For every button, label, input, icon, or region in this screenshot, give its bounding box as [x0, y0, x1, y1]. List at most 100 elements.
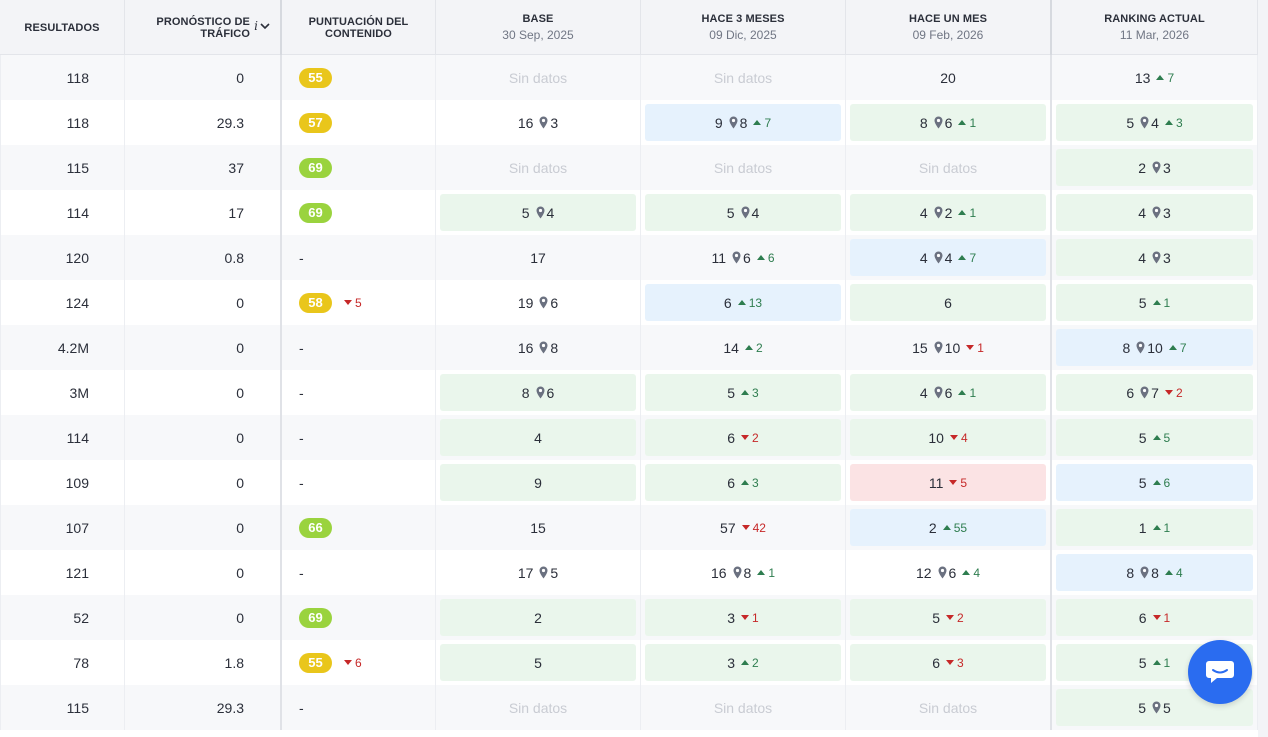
rank-cell-m3[interactable]: Sin datos [641, 685, 846, 730]
traffic-cell: 29.3 [125, 685, 282, 730]
rank-cell-m3[interactable]: 14 2 [641, 325, 846, 370]
table-row[interactable]: 124 0 58 5 19 6 6 13 6 5 1 [0, 280, 1258, 325]
rank-cell-m3[interactable]: 16 8 1 [641, 550, 846, 595]
table-row[interactable]: 115 37 69 Sin datos Sin datos Sin datos 2 3 [0, 145, 1258, 190]
rank-cell-m1[interactable]: 15 10 1 [846, 325, 1052, 370]
table-row[interactable]: 114 17 69 5 4 5 4 4 2 1 4 3 [0, 190, 1258, 235]
rank-cell-base[interactable]: 17 5 [436, 550, 641, 595]
rank-cell-base[interactable]: Sin datos [436, 685, 641, 730]
content-score-badge[interactable]: 58 [299, 292, 332, 313]
rank-cell-now[interactable]: 8 10 7 [1052, 325, 1258, 370]
rank-cell-base[interactable]: 17 [436, 235, 641, 280]
table-row[interactable]: 120 0.8-17 11 6 6 4 4 7 4 3 [0, 235, 1258, 280]
col-3months-header[interactable]: HACE 3 MESES 09 Dic, 2025 [641, 0, 846, 55]
table-row[interactable]: 121 0-17 5 16 8 1 12 6 4 8 8 4 [0, 550, 1258, 595]
content-score-badge[interactable]: 66 [299, 517, 332, 538]
rank-cell-base[interactable]: Sin datos [436, 55, 641, 100]
table-row[interactable]: 107 0 66 15 57 42 2 55 1 1 [0, 505, 1258, 550]
arrow-down-icon [344, 660, 352, 665]
traffic-sort-control[interactable]: i [254, 19, 270, 33]
content-score-badge[interactable]: 69 [299, 157, 332, 178]
info-icon[interactable]: i [254, 19, 258, 33]
rank-value-box: 9 [440, 464, 636, 501]
table-row[interactable]: 3M 0-8 6 5 3 4 6 1 6 7 2 [0, 370, 1258, 415]
rank-cell-m3[interactable]: Sin datos [641, 145, 846, 190]
rank-cell-m3[interactable]: Sin datos [641, 55, 846, 100]
rank-cell-m1[interactable]: 11 5 [846, 460, 1052, 505]
content-score-badge[interactable]: 55 [299, 652, 332, 673]
chat-button[interactable] [1188, 640, 1252, 704]
rank-cell-base[interactable]: 16 8 [436, 325, 641, 370]
rank-cell-base[interactable]: 19 6 [436, 280, 641, 325]
content-score-badge[interactable]: 55 [299, 67, 332, 88]
rank-cell-base[interactable]: 16 3 [436, 100, 641, 145]
rank-cell-m1[interactable]: Sin datos [846, 145, 1052, 190]
col-current-header[interactable]: RANKING ACTUAL 11 Mar, 2026 [1052, 0, 1258, 55]
rank-cell-base[interactable]: 9 [436, 460, 641, 505]
rank-change-value: 6 [767, 250, 775, 265]
map-pin-icon [536, 386, 544, 399]
content-score-badge[interactable]: 69 [299, 607, 332, 628]
rank-cell-m1[interactable]: 6 [846, 280, 1052, 325]
table-row[interactable]: 52 0 69 2 3 1 5 2 6 1 [0, 595, 1258, 640]
rank-cell-base[interactable]: 15 [436, 505, 641, 550]
table-row[interactable]: 109 0-9 6 3 11 5 5 6 [0, 460, 1258, 505]
results-cell: 124 [0, 280, 125, 325]
table-row[interactable]: 114 0-4 6 2 10 4 5 5 [0, 415, 1258, 460]
rank-cell-base[interactable]: 2 [436, 595, 641, 640]
rank-cell-m1[interactable]: 10 4 [846, 415, 1052, 460]
rank-cell-m1[interactable]: 2 55 [846, 505, 1052, 550]
content-score-badge[interactable]: 69 [299, 202, 332, 223]
table-row[interactable]: 78 1.8 55 6 5 3 2 6 3 5 1 [0, 640, 1258, 685]
rank-cell-m1[interactable]: Sin datos [846, 685, 1052, 730]
table-row[interactable]: 115 29.3 - Sin datos Sin datos Sin datos 5 5 [0, 685, 1258, 730]
col-traffic-header[interactable]: PRONÓSTICO DE TRÁFICO i [125, 0, 282, 55]
rank-cell-m1[interactable]: 20 [846, 55, 1052, 100]
rank-cell-m3[interactable]: 57 42 [641, 505, 846, 550]
traffic-value: 37 [228, 159, 244, 176]
rank-cell-base[interactable]: 4 [436, 415, 641, 460]
scrollbar[interactable] [1258, 0, 1268, 737]
rank-cell-m3[interactable]: 6 13 [641, 280, 846, 325]
col-results-header[interactable]: RESULTADOS [0, 0, 125, 55]
table-row[interactable]: 4.2M 0 - 16 8 14 2 15 10 1 8 10 7 [0, 325, 1258, 370]
col-score-header[interactable]: PUNTUACIÓN DEL CONTENIDO [282, 0, 436, 55]
rank-cell-now[interactable]: 13 7 [1052, 55, 1258, 100]
rank-cell-m3[interactable]: 11 6 6 [641, 235, 846, 280]
rank-cell-base[interactable]: Sin datos [436, 145, 641, 190]
table-row[interactable]: 118 29.3 57 16 3 9 8 7 8 6 1 5 4 3 [0, 100, 1258, 145]
rank-cell-base[interactable]: 5 [436, 640, 641, 685]
content-score-badge[interactable]: 57 [299, 112, 332, 133]
col-1month-header[interactable]: HACE UN MES 09 Feb, 2026 [846, 0, 1052, 55]
col-base-header[interactable]: BASE 30 Sep, 2025 [436, 0, 641, 55]
table-row[interactable]: 118 0 55 Sin datos Sin datos 20 13 7 [0, 55, 1258, 100]
rank-cell-m1[interactable]: 12 6 4 [846, 550, 1052, 595]
